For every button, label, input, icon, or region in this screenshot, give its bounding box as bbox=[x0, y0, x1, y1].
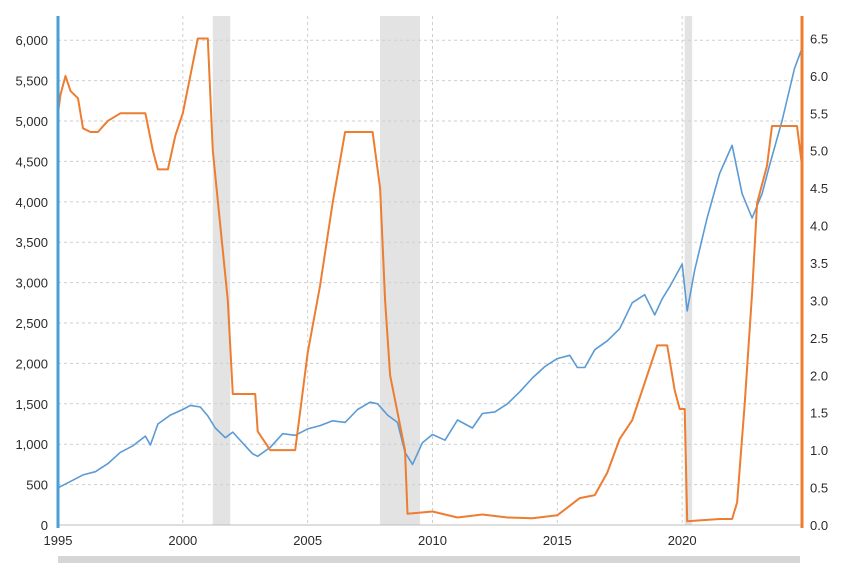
right-tick-label: 3.5 bbox=[810, 256, 828, 271]
right-tick-label: 4.5 bbox=[810, 181, 828, 196]
left-axis-ticks: 0 500 1,000 1,500 2,000 2,500 3,000 3,500 4,000 4… bbox=[15, 33, 48, 533]
x-tick-label: 2005 bbox=[293, 533, 322, 548]
recession-band-2 bbox=[684, 16, 693, 525]
right-tick-label: 3.0 bbox=[810, 293, 828, 308]
left-tick-label: 5,000 bbox=[15, 114, 48, 129]
left-tick-label: 3,000 bbox=[15, 276, 48, 291]
left-tick-label: 5,500 bbox=[15, 74, 48, 89]
series-line-left bbox=[57, 48, 803, 489]
right-tick-label: 6.5 bbox=[810, 31, 828, 46]
x-tick-label: 2010 bbox=[418, 533, 447, 548]
right-tick-label: 4.0 bbox=[810, 219, 828, 234]
right-tick-label: 5.0 bbox=[810, 144, 828, 159]
right-tick-label: 0.5 bbox=[810, 481, 828, 496]
left-tick-label: 1,500 bbox=[15, 397, 48, 412]
left-tick-label: 3,500 bbox=[15, 235, 48, 250]
x-tick-label: 2020 bbox=[668, 533, 697, 548]
right-tick-label: 2.5 bbox=[810, 331, 828, 346]
left-tick-label: 2,000 bbox=[15, 356, 48, 371]
scroll-track[interactable] bbox=[58, 556, 800, 563]
recession-bands bbox=[212, 16, 693, 525]
x-tick-label: 1995 bbox=[44, 533, 73, 548]
right-axis-ticks: 0.0 0.5 1.0 1.5 2.0 2.5 3.0 3.5 4.0 4.5 5.0 5.5 6.0 6… bbox=[810, 31, 828, 533]
recession-band-0 bbox=[212, 16, 231, 525]
left-tick-label: 4,000 bbox=[15, 195, 48, 210]
right-tick-label: 1.0 bbox=[810, 443, 828, 458]
series-line-right bbox=[57, 37, 803, 523]
right-tick-label: 2.0 bbox=[810, 368, 828, 383]
right-tick-label: 1.5 bbox=[810, 406, 828, 421]
x-tick-label: 2000 bbox=[168, 533, 197, 548]
left-tick-label: 1,000 bbox=[15, 437, 48, 452]
right-tick-label: 6.0 bbox=[810, 69, 828, 84]
x-axis-ticks: 1995 2000 2005 2010 2015 2020 bbox=[44, 533, 697, 548]
series-layer bbox=[57, 37, 803, 523]
left-tick-label: 0 bbox=[41, 518, 48, 533]
left-tick-label: 500 bbox=[26, 478, 48, 493]
left-tick-label: 2,500 bbox=[15, 316, 48, 331]
left-tick-label: 6,000 bbox=[15, 33, 48, 48]
left-tick-label: 4,500 bbox=[15, 154, 48, 169]
right-tick-label: 5.5 bbox=[810, 106, 828, 121]
recession-band-1 bbox=[380, 16, 421, 525]
right-tick-label: 0.0 bbox=[810, 518, 828, 533]
x-tick-label: 2015 bbox=[543, 533, 572, 548]
